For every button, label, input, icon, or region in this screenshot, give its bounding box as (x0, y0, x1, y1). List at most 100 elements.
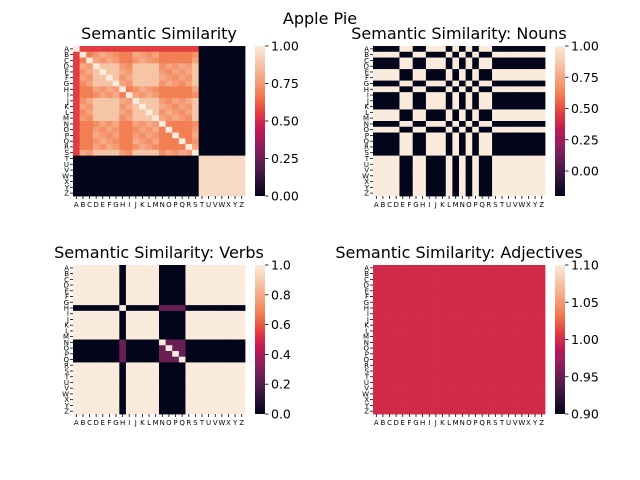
y-tick-label: F (65, 293, 69, 301)
heatmap-cell (231, 305, 239, 312)
heatmap-cell (185, 51, 193, 58)
x-tick-label: B (81, 419, 86, 427)
heatmap-cell (452, 396, 460, 403)
heatmap-cell (419, 138, 427, 145)
heatmap-cell (159, 155, 167, 162)
heatmap-cell (379, 80, 387, 87)
heatmap-cell (159, 190, 167, 197)
heatmap-cell (392, 92, 400, 99)
heatmap-cell (198, 408, 206, 415)
heatmap-cell (86, 184, 94, 191)
heatmap-cell (485, 74, 493, 82)
x-tick-label: I (128, 201, 130, 209)
heatmap-cell (392, 293, 400, 300)
heatmap-cell (419, 46, 427, 53)
heatmap-cell (445, 149, 453, 157)
heatmap-cell (225, 144, 233, 151)
heatmap-cell (238, 385, 246, 392)
heatmap-cell (432, 328, 440, 335)
heatmap-cell (225, 350, 233, 358)
heatmap-cell (152, 282, 160, 289)
y-tick-label: L (365, 109, 369, 117)
heatmap-cell (399, 322, 407, 329)
heatmap-cell (73, 373, 81, 381)
heatmap-cell (92, 385, 100, 392)
heatmap-cell (412, 149, 420, 157)
heatmap-cell (205, 305, 213, 312)
heatmap-cell (392, 80, 400, 87)
heatmap-cell (498, 328, 506, 335)
heatmap-cell (505, 138, 513, 145)
heatmap-cell (192, 270, 200, 277)
heatmap-cell (192, 92, 200, 99)
heatmap-cell (152, 155, 160, 162)
heatmap-cell (432, 379, 440, 386)
heatmap-cell (432, 287, 440, 295)
heatmap-cell (439, 46, 447, 53)
heatmap-cell (406, 391, 414, 398)
heatmap-cell (205, 282, 213, 289)
heatmap-cell (531, 282, 539, 289)
colorbar-tick-label: 1.0 (271, 258, 291, 273)
heatmap-cell (538, 63, 546, 70)
heatmap-cell (379, 57, 387, 64)
heatmap-cell (373, 63, 381, 70)
heatmap-cell (472, 86, 480, 93)
y-tick-label: G (364, 80, 369, 88)
x-tick-label: U (506, 201, 511, 209)
colorbar-tick-label: 0.00 (571, 164, 599, 179)
heatmap-cell (538, 126, 546, 133)
heatmap-cell (119, 276, 127, 283)
heatmap-cell (159, 115, 167, 122)
heatmap-cell (538, 132, 546, 139)
heatmap-cell (478, 333, 486, 340)
heatmap-cell (238, 316, 246, 323)
heatmap-cell (106, 178, 114, 185)
y-tick-label: N (364, 339, 369, 347)
heatmap-cell (79, 144, 87, 151)
heatmap-cell (198, 396, 206, 403)
heatmap-cell (531, 391, 539, 398)
heatmap-cell (231, 121, 239, 128)
heatmap-cell (399, 138, 407, 145)
heatmap-cell (379, 92, 387, 99)
heatmap-cell (505, 74, 513, 82)
heatmap-cell (465, 178, 473, 185)
heatmap-cell (425, 97, 433, 105)
heatmap-cell (139, 103, 147, 110)
heatmap-cell (485, 138, 493, 145)
heatmap-cell (379, 132, 387, 139)
heatmap-cell (472, 339, 480, 346)
heatmap-cell (498, 270, 506, 277)
heatmap-cell (99, 402, 107, 409)
x-tick-label: K (440, 419, 445, 427)
heatmap-cell (145, 167, 153, 174)
heatmap-cell (112, 86, 120, 93)
heatmap-cell (198, 402, 206, 409)
heatmap-cell (73, 172, 81, 180)
heatmap-cell (505, 63, 513, 70)
heatmap-cell (192, 190, 200, 197)
y-tick-label: R (64, 143, 69, 151)
y-tick-label: Q (63, 356, 69, 364)
heatmap-cell (165, 86, 173, 93)
heatmap-cell (112, 97, 120, 105)
heatmap-cell (106, 92, 114, 99)
heatmap-cell (79, 356, 87, 363)
heatmap-cell (538, 161, 546, 168)
heatmap-cell (125, 333, 133, 340)
heatmap-cell (538, 402, 546, 409)
heatmap-cell (185, 132, 193, 139)
heatmap-cell (432, 121, 440, 128)
colorbar-tick-label: 0.2 (271, 377, 291, 392)
heatmap-cell (198, 345, 206, 352)
heatmap-cell (518, 46, 526, 53)
heatmap-cell (159, 149, 167, 157)
heatmap-cell (478, 155, 486, 162)
heatmap-cell (445, 379, 453, 386)
heatmap-cell (185, 109, 193, 116)
heatmap-cell (531, 322, 539, 329)
heatmap-cell (205, 299, 213, 306)
heatmap-cell (165, 287, 173, 295)
heatmap-cell (225, 167, 233, 174)
